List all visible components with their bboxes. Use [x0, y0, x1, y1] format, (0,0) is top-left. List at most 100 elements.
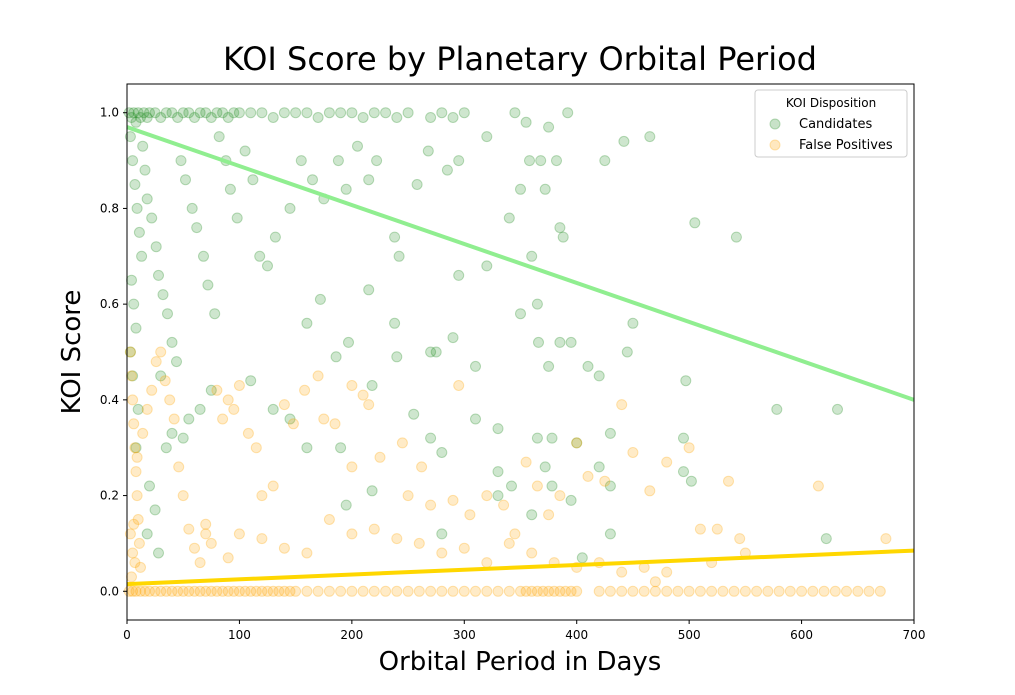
point-false-positives-174 [391, 533, 403, 545]
point-candidates-119 [301, 317, 313, 329]
point-candidates-133 [533, 336, 544, 348]
point-candidates-160 [678, 466, 689, 478]
point-candidates-175 [153, 547, 164, 559]
point-false-positives-147 [498, 499, 510, 511]
point-false-positives-108 [155, 346, 167, 358]
point-false-positives-92 [129, 442, 141, 454]
y-axis-label: KOI Score [57, 290, 87, 415]
points-layer [123, 107, 892, 597]
point-candidates-20 [211, 107, 223, 119]
point-false-positives-190 [222, 552, 234, 564]
point-false-positives-128 [278, 399, 290, 411]
point-false-positives-30 [284, 585, 296, 597]
point-candidates-22 [222, 112, 234, 123]
point-candidates-150 [571, 437, 583, 449]
point-false-positives-35 [335, 585, 347, 597]
point-false-positives-63 [604, 585, 616, 597]
point-candidates-67 [157, 289, 169, 301]
point-candidates-130 [391, 351, 403, 363]
point-candidates-111 [503, 212, 515, 224]
point-candidates-180 [194, 403, 206, 415]
point-candidates-53 [131, 202, 143, 214]
point-false-positives-70 [683, 585, 695, 597]
point-false-positives-104 [137, 427, 149, 439]
point-false-positives-93 [130, 466, 142, 478]
point-false-positives-62 [593, 585, 605, 597]
point-candidates-157 [539, 461, 551, 473]
point-candidates-71 [175, 155, 187, 167]
point-false-positives-14 [194, 585, 206, 597]
point-false-positives-162 [711, 523, 723, 535]
point-candidates-41 [436, 107, 448, 119]
point-candidates-136 [593, 370, 605, 382]
point-candidates-155 [425, 432, 437, 444]
point-false-positives-59 [560, 585, 571, 597]
point-candidates-54 [133, 226, 145, 238]
point-false-positives-154 [582, 470, 594, 482]
point-candidates-56 [126, 274, 137, 286]
point-false-positives-124 [242, 427, 254, 439]
x-tick-label-500: 500 [678, 628, 701, 642]
point-false-positives-134 [346, 380, 358, 391]
point-false-positives-144 [447, 494, 459, 506]
point-false-positives-10 [172, 585, 184, 597]
point-false-positives-66 [638, 585, 650, 597]
point-false-positives-44 [436, 585, 448, 597]
point-candidates-97 [393, 250, 405, 262]
point-false-positives-143 [425, 499, 437, 511]
point-candidates-114 [730, 231, 742, 243]
point-candidates-76 [202, 279, 214, 291]
legend: KOI Disposition Candidates False Positiv… [754, 89, 908, 158]
x-tick-label-600: 600 [790, 628, 813, 642]
point-false-positives-79 [784, 585, 796, 597]
point-candidates-168 [565, 494, 577, 506]
point-false-positives-68 [661, 585, 673, 597]
point-false-positives-38 [368, 585, 380, 597]
point-candidates-113 [689, 217, 701, 229]
point-false-positives-54 [531, 585, 543, 597]
point-false-positives-179 [503, 537, 515, 549]
point-false-positives-36 [346, 585, 358, 597]
legend-box [754, 89, 908, 158]
point-candidates-48 [562, 107, 574, 119]
point-candidates-129 [430, 346, 442, 358]
point-candidates-177 [160, 442, 172, 454]
point-false-positives-58 [554, 585, 566, 597]
point-false-positives-177 [458, 542, 470, 554]
point-false-positives-90 [127, 394, 139, 406]
point-candidates-132 [343, 336, 354, 348]
point-candidates-40 [425, 112, 437, 123]
point-candidates-31 [312, 112, 324, 123]
point-candidates-91 [332, 155, 344, 167]
point-false-positives-184 [616, 566, 628, 578]
point-candidates-59 [124, 346, 136, 358]
point-candidates-141 [245, 375, 257, 387]
point-false-positives-50 [503, 585, 515, 597]
point-candidates-29 [290, 107, 302, 119]
point-false-positives-98 [124, 528, 136, 540]
point-false-positives-4 [139, 585, 151, 597]
point-candidates-32 [323, 107, 335, 119]
point-false-positives-142 [402, 490, 414, 502]
point-candidates-170 [436, 528, 448, 540]
point-false-positives-28 [273, 585, 285, 597]
point-candidates-35 [357, 112, 369, 123]
point-candidates-108 [599, 155, 611, 167]
point-candidates-105 [539, 183, 551, 195]
point-false-positives-101 [126, 571, 137, 583]
point-candidates-112 [554, 222, 566, 234]
point-false-positives-100 [129, 557, 141, 569]
point-false-positives-65 [627, 585, 639, 597]
point-candidates-161 [685, 475, 697, 487]
point-candidates-30 [301, 107, 313, 119]
point-false-positives-85 [852, 585, 864, 597]
point-false-positives-105 [141, 403, 153, 415]
point-candidates-120 [389, 317, 401, 329]
point-candidates-135 [582, 360, 594, 372]
point-candidates-101 [453, 155, 465, 167]
point-candidates-183 [177, 432, 189, 444]
point-false-positives-157 [627, 447, 639, 458]
point-candidates-103 [524, 155, 535, 167]
point-false-positives-21 [233, 585, 245, 597]
point-false-positives-187 [278, 542, 290, 554]
